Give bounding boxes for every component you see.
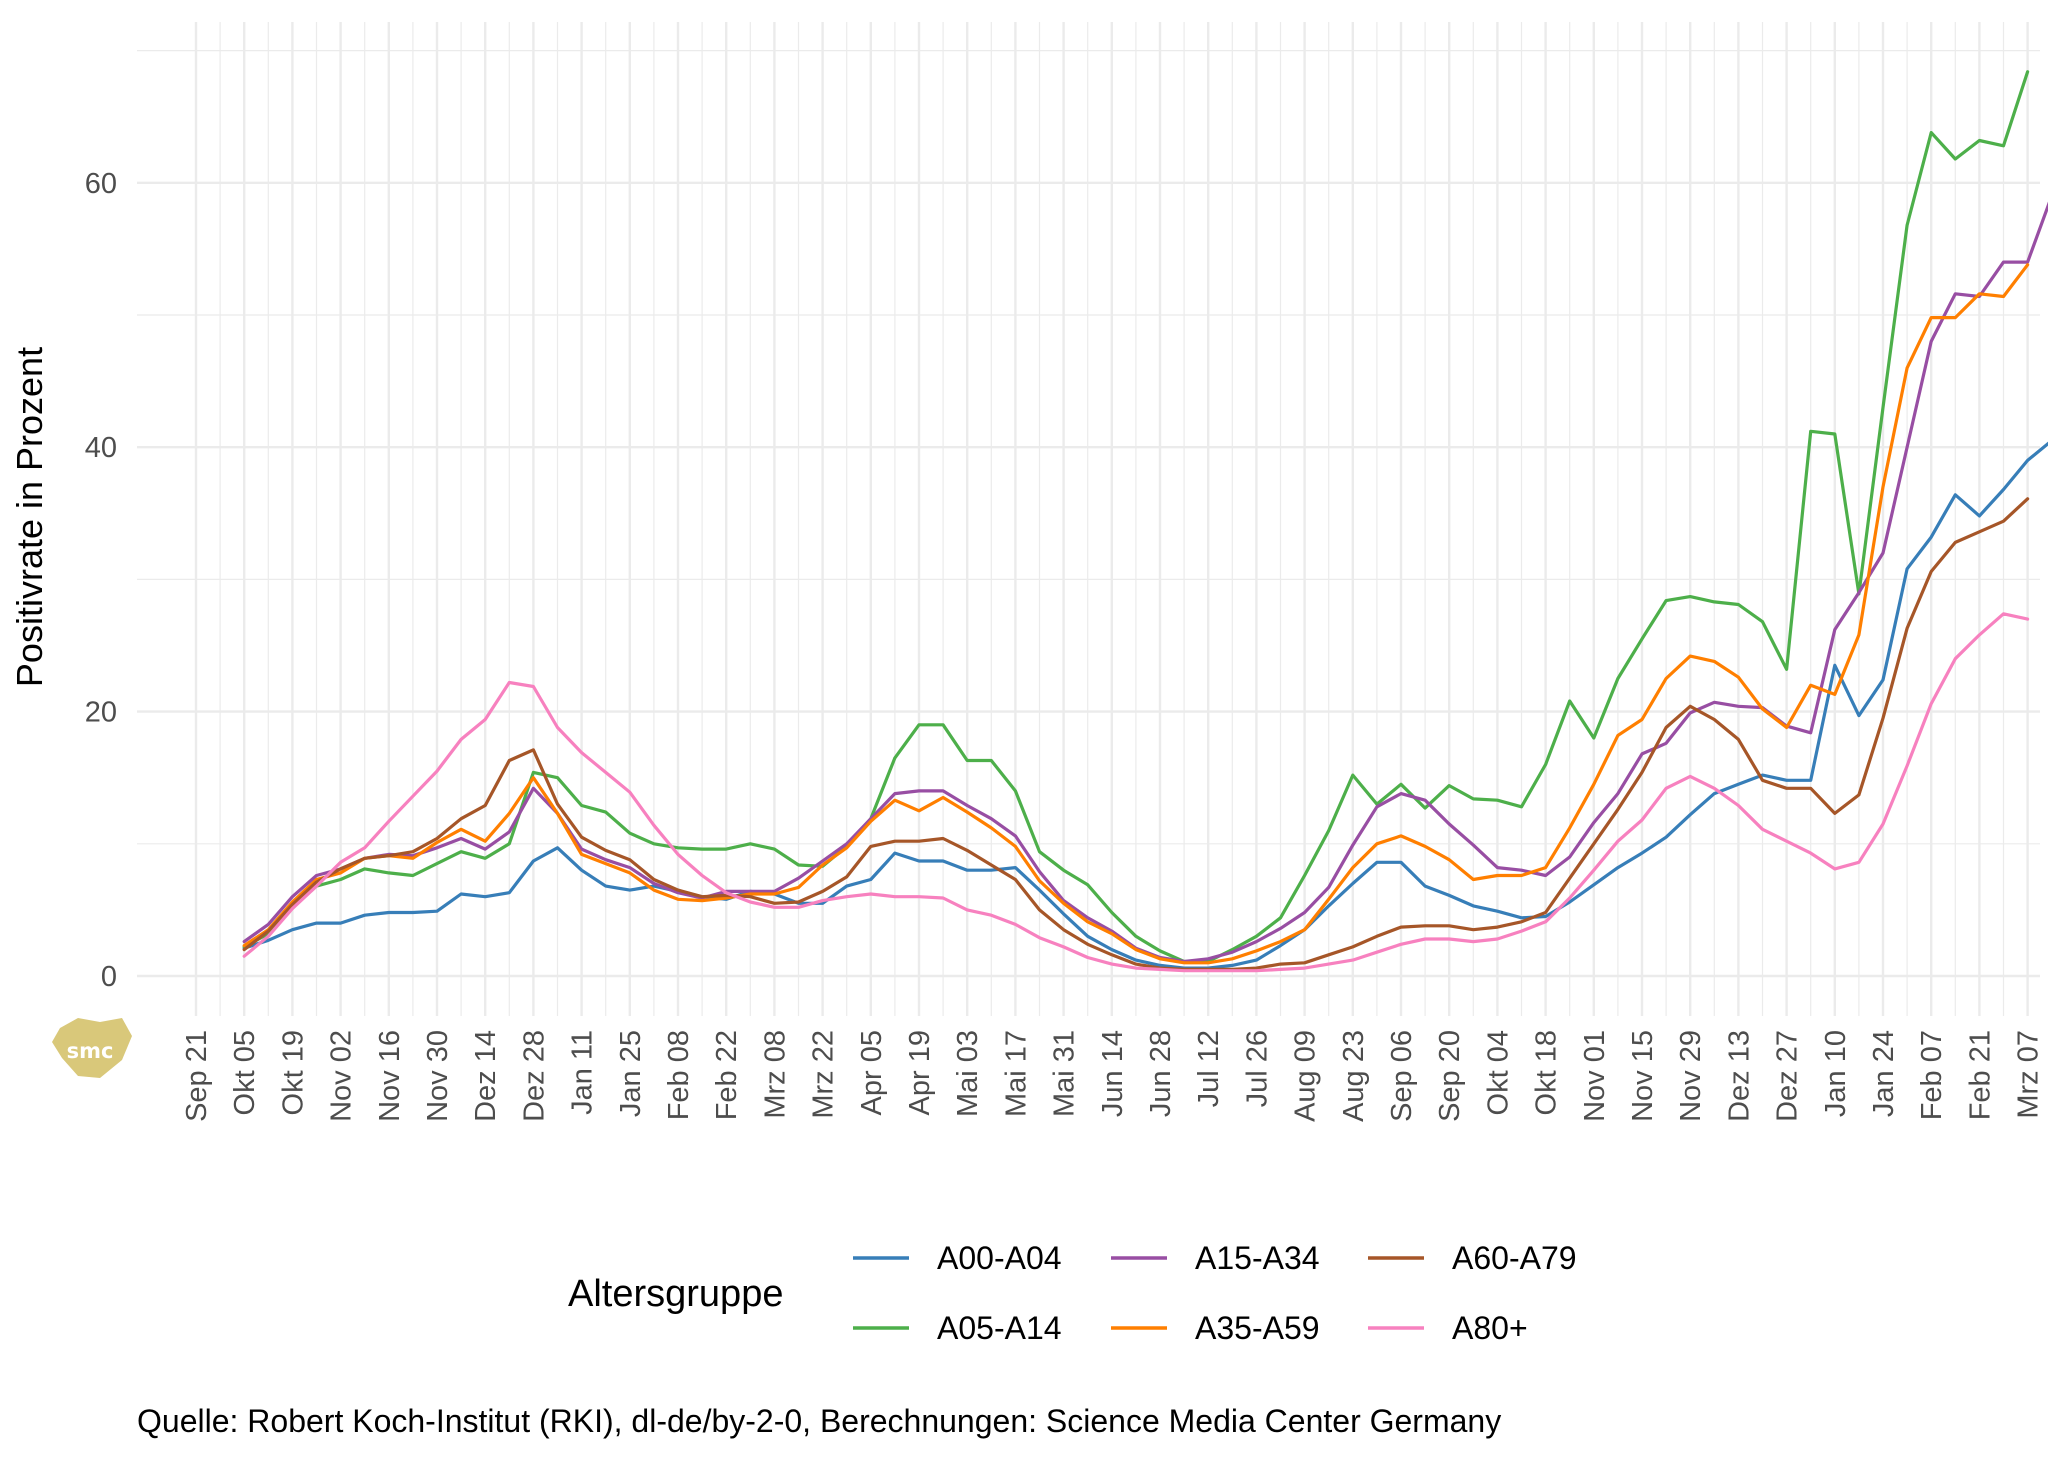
legend-label: A35-A59	[1195, 1310, 1320, 1346]
legend-label: A60-A79	[1452, 1240, 1577, 1276]
x-tick-label: Mai 31	[1049, 1030, 1081, 1117]
legend-title: Altersgruppe	[568, 1273, 783, 1315]
series-line-a80+	[242, 612, 2030, 973]
x-tick-label: Okt 19	[277, 1030, 309, 1115]
x-tick-label: Sep 20	[1434, 1030, 1466, 1122]
x-tick-label: Sep 21	[181, 1030, 213, 1122]
legend-label: A80+	[1452, 1310, 1528, 1346]
legend: Altersgruppe A00-A04 A05-A14 A15-A34 A35-A5…	[568, 1240, 1577, 1346]
source-caption: Quelle: Robert Koch-Institut (RKI), dl-d…	[137, 1403, 1501, 1439]
x-tick-label: Nov 16	[374, 1030, 406, 1122]
logo-heart-icon	[52, 1018, 132, 1078]
smc-logo: smc	[52, 1018, 132, 1078]
y-tick-label: 20	[85, 697, 117, 729]
x-tick-label: Mrz 08	[759, 1030, 791, 1119]
x-tick-label: Feb 21	[1964, 1030, 1996, 1120]
x-tick-label: Dez 13	[1723, 1030, 1755, 1122]
x-tick-label: Mrz 22	[808, 1030, 840, 1119]
legend-label: A00-A04	[937, 1240, 1062, 1276]
series-line-a15-a34	[242, 201, 2048, 964]
x-tick-label: Nov 15	[1627, 1030, 1659, 1122]
legend-label: A15-A34	[1195, 1240, 1320, 1276]
y-tick-label: 40	[85, 432, 117, 464]
y-tick-label: 0	[101, 961, 117, 993]
x-tick-label: Jul 26	[1241, 1030, 1273, 1107]
x-tick-label: Mai 17	[1000, 1030, 1032, 1117]
x-tick-label: Okt 05	[229, 1030, 261, 1115]
x-tick-label: Nov 29	[1675, 1030, 1707, 1122]
y-axis-title: Positivrate in Prozent	[9, 347, 50, 687]
logo-text: smc	[67, 1039, 114, 1063]
x-tick-label: Nov 02	[326, 1030, 358, 1122]
x-tick-label: Mai 03	[952, 1030, 984, 1117]
x-tick-label: Jun 28	[1145, 1030, 1177, 1117]
x-tick-label: Feb 08	[663, 1030, 695, 1120]
series-line-a60-a79	[242, 497, 2030, 972]
x-tick-label: Apr 19	[904, 1030, 936, 1115]
series-line-a00-a04	[242, 441, 2048, 970]
series-lines	[242, 70, 2048, 973]
grid-major	[137, 22, 2040, 1016]
series-line-a35-a59	[242, 263, 2030, 965]
x-axis-ticks: Sep 21 Okt 05 Okt 19 Nov 02 Nov 16 Nov 30 Dez …	[181, 1030, 2045, 1122]
x-tick-label: Aug 09	[1290, 1030, 1322, 1122]
x-tick-label: Dez 27	[1772, 1030, 1804, 1122]
x-tick-label: Jun 14	[1097, 1030, 1129, 1117]
x-tick-label: Dez 14	[470, 1030, 502, 1122]
x-tick-label: Feb 22	[711, 1030, 743, 1120]
x-tick-label: Jan 24	[1868, 1030, 1900, 1117]
x-tick-label: Sep 06	[1386, 1030, 1418, 1122]
x-tick-label: Feb 07	[1916, 1030, 1948, 1120]
x-tick-label: Jan 11	[567, 1030, 599, 1115]
x-tick-label: Jan 10	[1820, 1030, 1852, 1117]
x-tick-label: Nov 30	[422, 1030, 454, 1122]
x-tick-label: Jan 25	[615, 1030, 647, 1117]
x-tick-label: Okt 18	[1531, 1030, 1563, 1115]
y-tick-label: 60	[85, 168, 117, 200]
x-tick-label: Nov 01	[1579, 1030, 1611, 1122]
x-tick-label: Aug 23	[1338, 1030, 1370, 1122]
x-tick-label: Okt 04	[1482, 1030, 1514, 1115]
x-tick-label: Mrz 07	[2013, 1030, 2045, 1119]
series-line-a05-a14	[242, 70, 2030, 964]
x-tick-label: Jul 12	[1193, 1030, 1225, 1107]
legend-label: A05-A14	[937, 1310, 1062, 1346]
x-tick-label: Apr 05	[856, 1030, 888, 1115]
grid-minor	[137, 22, 2040, 1016]
y-axis-ticks: 0 20 40 60	[85, 168, 117, 993]
x-tick-label: Dez 28	[518, 1030, 550, 1122]
